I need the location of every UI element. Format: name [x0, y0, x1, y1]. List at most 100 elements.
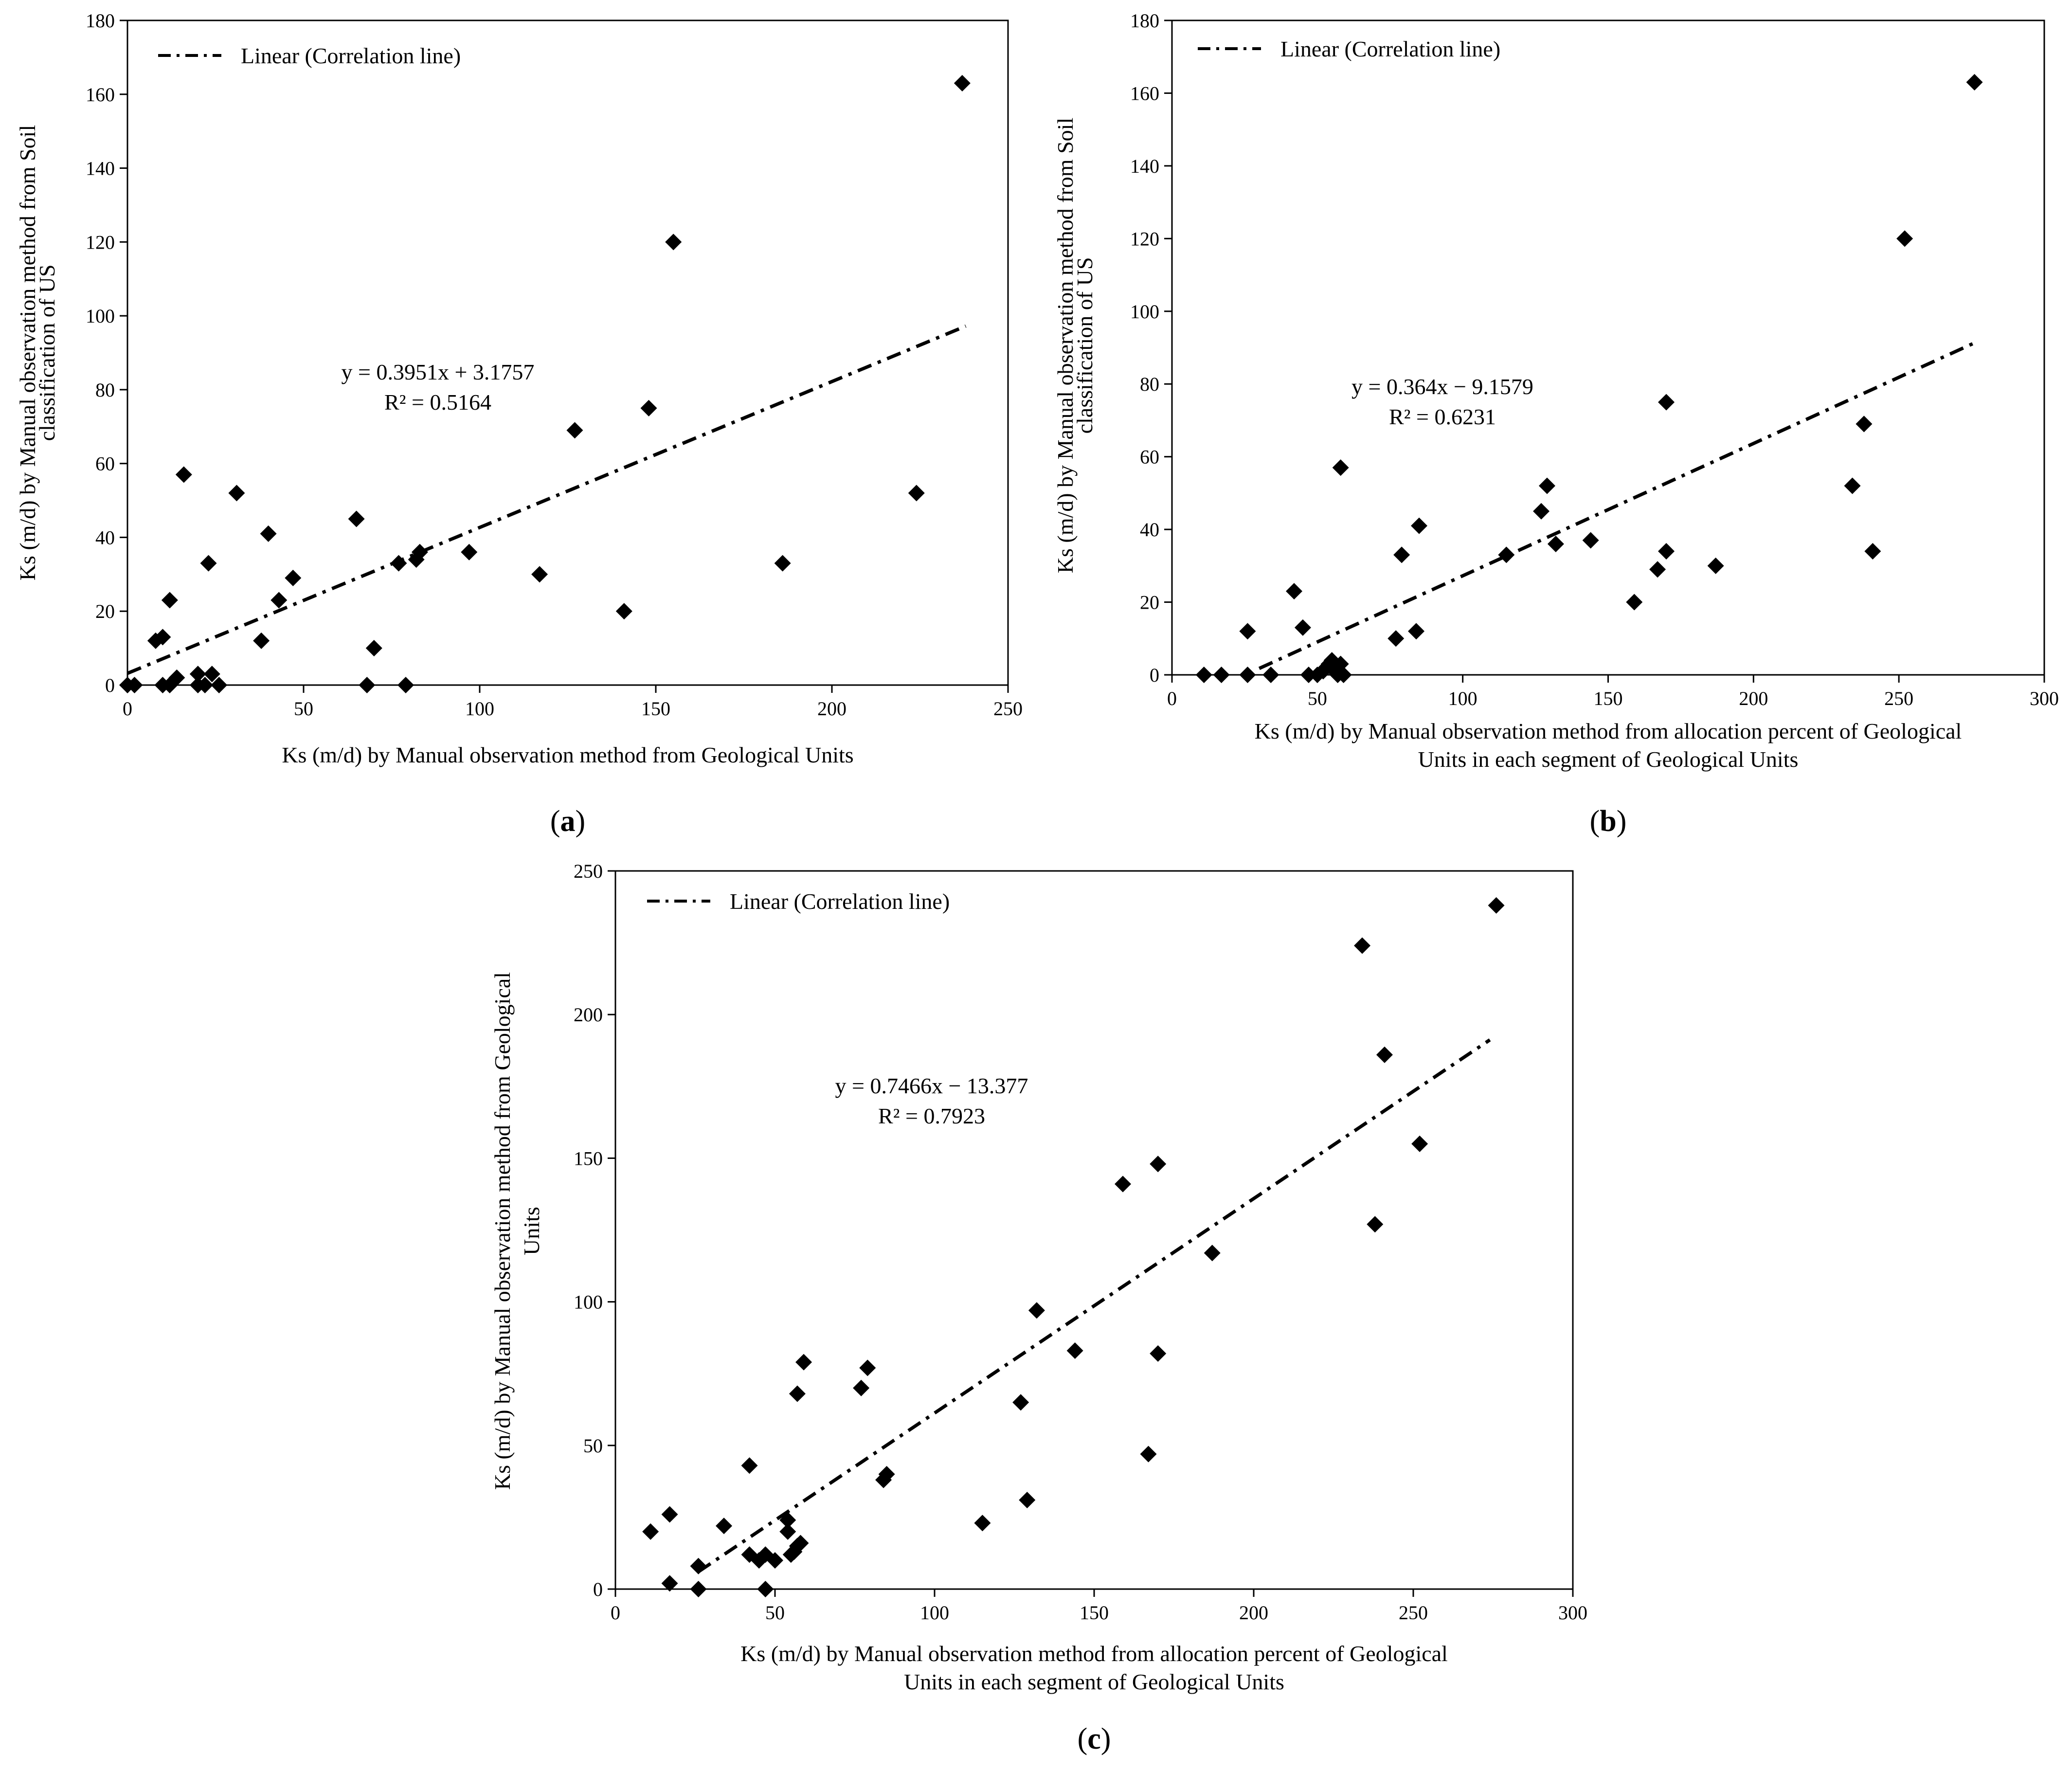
panel-label: (c) [1078, 1722, 1111, 1755]
y-tick-label: 80 [95, 379, 115, 401]
legend-label: Linear (Correlation line) [241, 43, 461, 68]
y-tick-label: 120 [1130, 228, 1159, 250]
data-point [126, 677, 143, 693]
trend-equation: y = 0.7466x − 13.377 [835, 1073, 1028, 1098]
y-tick-label: 100 [574, 1291, 603, 1313]
data-point [1354, 937, 1371, 954]
data-point [270, 592, 288, 609]
data-point [1286, 583, 1303, 600]
data-point [974, 1515, 991, 1532]
y-tick-label: 20 [95, 600, 115, 622]
data-point [1538, 477, 1555, 494]
data-point [359, 677, 376, 693]
trendline [697, 1038, 1491, 1574]
data-point [1864, 543, 1881, 560]
y-tick-label: 60 [1140, 446, 1159, 468]
data-point [1856, 416, 1873, 433]
y-tick-label: 250 [574, 860, 603, 882]
y-tick-label: 100 [86, 305, 115, 327]
y-axis-label: classification of US [35, 265, 59, 441]
x-tick-label: 150 [1594, 687, 1623, 709]
data-point [661, 1575, 678, 1592]
trend-equation: y = 0.364x − 9.1579 [1351, 374, 1533, 399]
x-tick-label: 250 [1884, 687, 1913, 709]
data-point [642, 1523, 659, 1540]
r-squared: R² = 0.6231 [1389, 404, 1496, 429]
data-point [1140, 1446, 1157, 1463]
data-point [200, 555, 217, 572]
y-tick-label: 100 [1130, 301, 1159, 323]
data-point [1966, 74, 1983, 91]
data-point [253, 632, 270, 649]
y-tick-label: 50 [583, 1435, 603, 1457]
chart-panel-a: 0 50 100 150 200 250 0 20 40 60 80 100 120 140 160 180 L… [15, 10, 1023, 838]
y-tick-label: 180 [86, 10, 115, 32]
data-point [954, 75, 971, 92]
panel-letter: b [1600, 805, 1616, 838]
trendline [1258, 341, 1976, 670]
data-point [1028, 1302, 1045, 1319]
data-point [1658, 394, 1675, 411]
data-point [285, 569, 302, 586]
data-point [260, 525, 277, 542]
data-point [1213, 667, 1230, 683]
data-point [566, 422, 583, 439]
data-point [1488, 897, 1505, 914]
data-point [411, 543, 428, 561]
x-tick-label: 200 [1739, 687, 1768, 709]
data-point [741, 1457, 758, 1474]
data-point [168, 669, 185, 686]
y-tick-label: 140 [1130, 155, 1159, 177]
panel-letter: a [560, 805, 576, 838]
data-point [640, 399, 657, 416]
y-axis-label: Ks (m/d) by Manual observation method fr… [1053, 118, 1078, 574]
x-tick-label: 150 [1080, 1602, 1109, 1624]
data-point [1411, 1135, 1428, 1152]
data-point [1707, 557, 1724, 574]
data-point [878, 1465, 895, 1483]
y-tick-label: 80 [1140, 373, 1159, 395]
data-point [615, 603, 632, 620]
data-point [789, 1385, 806, 1402]
data-point [228, 485, 245, 502]
y-axis-label: Ks (m/d) by Manual observation method fr… [15, 125, 40, 581]
data-point [779, 1523, 796, 1540]
data-point [792, 1535, 809, 1552]
data-point [1239, 667, 1256, 683]
legend-label: Linear (Correlation line) [730, 889, 950, 914]
data-point [795, 1354, 812, 1371]
data-point [1195, 667, 1212, 683]
panel-label: (a) [550, 805, 585, 838]
x-axis-label: Units in each segment of Geological Unit… [1418, 747, 1799, 772]
x-tick-label: 300 [1558, 1602, 1587, 1624]
data-point [390, 555, 407, 572]
data-point [1115, 1176, 1132, 1193]
r-squared: R² = 0.7923 [878, 1104, 985, 1128]
data-point [1844, 477, 1861, 494]
y-tick-label: 0 [105, 674, 115, 696]
x-axis-label: Ks (m/d) by Manual observation method fr… [1255, 719, 1962, 743]
data-point [1294, 619, 1311, 636]
data-point [1012, 1394, 1029, 1411]
x-tick-label: 300 [2030, 687, 2059, 709]
data-point [461, 543, 478, 561]
x-tick-label: 200 [817, 698, 847, 720]
data-point [1408, 623, 1425, 640]
data-point [1367, 1216, 1384, 1233]
data-point [1376, 1046, 1393, 1063]
data-point [1387, 630, 1405, 647]
data-point [853, 1379, 870, 1396]
data-point [1332, 459, 1349, 476]
x-tick-label: 100 [920, 1602, 949, 1624]
x-tick-label: 100 [465, 698, 494, 720]
x-axis-label: Ks (m/d) by Manual observation method fr… [282, 742, 853, 767]
data-point [365, 640, 382, 657]
data-point [1411, 517, 1428, 534]
x-tick-label: 250 [993, 698, 1023, 720]
data-point [1150, 1345, 1167, 1362]
y-tick-label: 140 [86, 158, 115, 180]
data-point [175, 466, 192, 483]
data-point [1150, 1156, 1167, 1173]
data-point [1896, 230, 1913, 247]
data-point [1393, 546, 1410, 563]
